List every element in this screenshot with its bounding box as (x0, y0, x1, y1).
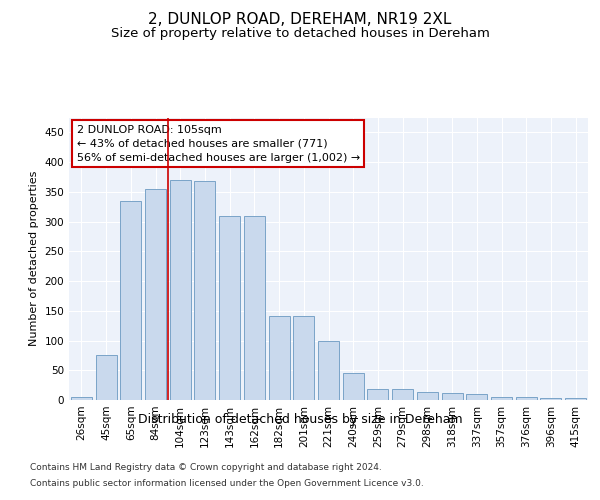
Text: Contains HM Land Registry data © Crown copyright and database right 2024.: Contains HM Land Registry data © Crown c… (30, 462, 382, 471)
Bar (145, 190, 166, 400)
Bar (219, 216, 240, 400)
Bar (491, 397, 512, 400)
Bar (269, 316, 290, 400)
Bar (392, 390, 413, 400)
Bar (318, 341, 339, 400)
Bar (170, 180, 191, 400)
Bar (417, 392, 438, 400)
Bar (95, 356, 116, 400)
Bar (71, 397, 92, 400)
Bar (442, 394, 463, 400)
Bar (194, 181, 215, 400)
Text: 2 DUNLOP ROAD: 105sqm
← 43% of detached houses are smaller (771)
56% of semi-det: 2 DUNLOP ROAD: 105sqm ← 43% of detached … (77, 124, 360, 162)
Text: Size of property relative to detached houses in Dereham: Size of property relative to detached ho… (110, 28, 490, 40)
Text: Contains public sector information licensed under the Open Government Licence v3: Contains public sector information licen… (30, 479, 424, 488)
Bar (244, 216, 265, 400)
Text: Distribution of detached houses by size in Dereham: Distribution of detached houses by size … (137, 412, 463, 426)
Bar (343, 372, 364, 400)
Bar (120, 202, 141, 400)
Bar (541, 398, 562, 400)
Bar (516, 397, 537, 400)
Bar (466, 394, 487, 400)
Bar (565, 398, 586, 400)
Bar (293, 316, 314, 400)
Y-axis label: Number of detached properties: Number of detached properties (29, 171, 39, 346)
Text: 2, DUNLOP ROAD, DEREHAM, NR19 2XL: 2, DUNLOP ROAD, DEREHAM, NR19 2XL (148, 12, 452, 28)
Bar (367, 390, 388, 400)
